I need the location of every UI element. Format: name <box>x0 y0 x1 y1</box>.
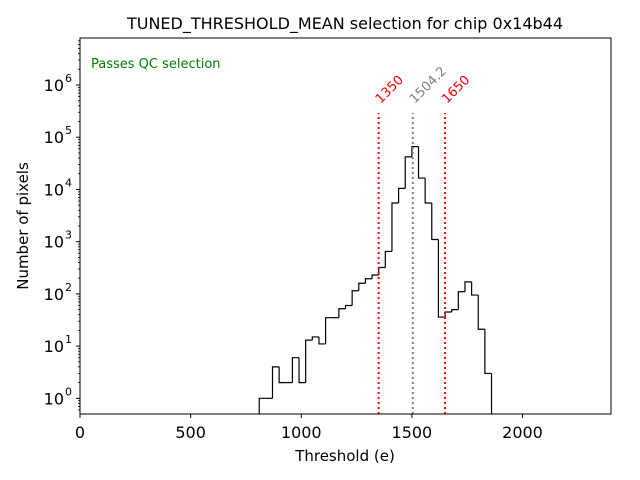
histogram-bin <box>278 366 286 384</box>
y-tick-label-exponent: 3 <box>65 229 72 242</box>
histogram-bin <box>291 357 300 383</box>
histogram-bin <box>391 202 399 252</box>
y-tick-label-exponent: 5 <box>65 124 72 137</box>
chart-title: TUNED_THRESHOLD_MEAN selection for chip … <box>126 14 563 34</box>
histogram-bin <box>431 203 439 241</box>
histogram-bin <box>305 339 313 383</box>
y-tick-label: 10 <box>44 337 64 356</box>
histogram-bin <box>358 282 366 291</box>
histogram-bin <box>271 366 280 399</box>
histogram-bin <box>398 187 406 204</box>
histogram-bin <box>364 278 373 284</box>
histogram-bin <box>451 309 459 312</box>
histogram-bin <box>298 357 306 384</box>
vline-label-1350: 1350 <box>373 73 407 107</box>
histogram-bin <box>437 239 446 318</box>
histogram-bin <box>371 274 379 279</box>
histogram-bin <box>258 397 266 414</box>
y-tick-label: 10 <box>44 180 64 199</box>
y-tick-label: 10 <box>44 233 64 252</box>
histogram-bin <box>404 156 412 189</box>
histogram-bin <box>351 290 359 306</box>
histogram-bin <box>471 281 479 296</box>
x-tick-label: 0 <box>75 423 85 442</box>
histogram-bin <box>417 146 426 179</box>
plot-frame <box>79 37 612 415</box>
y-axis-title: Number of pixels <box>14 162 32 290</box>
x-tick-label: 500 <box>175 423 206 442</box>
y-tick-label: 10 <box>44 389 64 408</box>
y-tick-label: 10 <box>44 128 64 147</box>
y-tick-label-exponent: 1 <box>65 333 72 346</box>
x-tick-label: 2000 <box>502 423 543 442</box>
y-tick-label-exponent: 4 <box>65 176 72 189</box>
histogram-bin <box>318 336 326 345</box>
histogram-bin <box>444 311 452 318</box>
histogram-bin <box>344 304 353 309</box>
histogram-bin <box>384 250 392 268</box>
x-axis-title: Threshold (e) <box>294 447 395 465</box>
histogram-bin <box>424 178 432 204</box>
histogram-bin <box>324 317 333 344</box>
qc-annotation: Passes QC selection <box>91 57 221 72</box>
histogram-bin <box>311 336 319 341</box>
histogram-bin <box>484 329 492 375</box>
y-tick-label-exponent: 6 <box>65 72 72 85</box>
y-tick-label: 10 <box>44 76 64 95</box>
x-tick-label: 1500 <box>392 423 433 442</box>
histogram-bin <box>477 295 485 330</box>
x-tick-label: 1000 <box>281 423 322 442</box>
y-tick-label: 10 <box>44 285 64 304</box>
histogram-bin <box>464 281 472 292</box>
histogram-bin <box>457 291 465 310</box>
histogram-bin <box>338 308 346 318</box>
y-tick-label-exponent: 0 <box>65 385 72 398</box>
y-tick-label-exponent: 2 <box>65 281 72 294</box>
